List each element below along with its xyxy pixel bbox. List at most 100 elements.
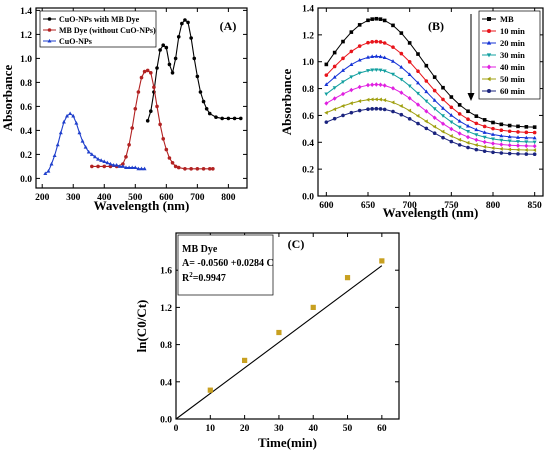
data-point (457, 125, 462, 130)
data-point (77, 130, 82, 135)
series-line (326, 84, 535, 147)
data-point (195, 74, 200, 79)
data-point (466, 109, 470, 114)
data-point (474, 127, 479, 132)
data-point (415, 113, 420, 118)
data-point (370, 54, 375, 59)
data-point (183, 18, 187, 22)
y-tick-label: 1.2 (20, 31, 32, 41)
data-point (310, 304, 316, 310)
data-point (340, 104, 345, 109)
x-axis-title: Wavelength (nm) (94, 198, 190, 213)
data-point (379, 258, 385, 264)
series-0 (324, 16, 537, 129)
data-point (524, 148, 528, 153)
y-tick-label: 1.2 (160, 304, 172, 314)
data-point (407, 41, 412, 45)
data-point (124, 155, 128, 159)
legend-marker (47, 28, 52, 32)
panel-label: (B) (428, 19, 444, 33)
data-point (90, 164, 94, 169)
data-point (465, 140, 470, 145)
y-tick-label: 0.2 (302, 166, 314, 176)
data-point (105, 160, 110, 165)
data-point (374, 39, 379, 44)
data-point (449, 139, 454, 144)
data-point (324, 110, 328, 115)
data-point (407, 108, 412, 113)
legend-entry: 30 min (500, 50, 525, 60)
data-point (416, 80, 420, 85)
plot-frame (175, 232, 400, 420)
y-tick-label: 0.4 (302, 139, 314, 149)
data-point (65, 113, 70, 118)
series-0 (145, 18, 243, 123)
data-point (507, 151, 512, 156)
panel-label: (C) (288, 237, 305, 251)
data-point (378, 54, 383, 59)
series-line (326, 69, 535, 143)
data-point (507, 147, 512, 152)
data-point (374, 68, 379, 72)
data-point (516, 130, 520, 134)
data-point (370, 17, 374, 21)
data-point (491, 126, 495, 131)
data-point (133, 107, 138, 111)
data-point (516, 124, 520, 129)
data-point (324, 101, 329, 106)
data-point (102, 159, 107, 164)
data-point (382, 98, 387, 103)
data-point (46, 169, 51, 173)
data-point (366, 82, 370, 88)
series-2 (324, 54, 537, 140)
data-point (344, 275, 351, 281)
data-point (149, 109, 153, 113)
legend-entry: 50 min (500, 74, 525, 84)
data-point (204, 107, 209, 111)
y-tick-label: 0.8 (160, 341, 172, 351)
annotation-equation: A= -0.0560 +0.0284 C (182, 258, 274, 269)
data-point (382, 83, 387, 88)
data-point (80, 139, 85, 143)
series-2 (43, 111, 147, 176)
legend-entry: 20 min (500, 38, 525, 48)
data-point (120, 164, 125, 168)
data-point (332, 116, 337, 121)
data-point (491, 120, 495, 125)
data-point (466, 134, 470, 140)
x-tick-label: 800 (221, 193, 236, 203)
data-point (449, 120, 454, 125)
data-point (108, 161, 113, 166)
chart-panel-B: 600 650 700 750 800 850 0.0 0.2 0.4 0.6 0.8 1.0 1.2 1… (279, 5, 544, 220)
data-point (238, 116, 243, 121)
legend-marker (486, 40, 492, 45)
data-point (149, 71, 153, 75)
data-point (378, 17, 383, 21)
data-point (399, 77, 404, 82)
data-point (499, 128, 504, 133)
legend-entry: MB Dye (without CuO-NPs) (59, 26, 156, 35)
data-point (432, 115, 437, 120)
y-tick-label: 0.8 (302, 85, 314, 95)
annotation-r2: R2=0.9947 (182, 271, 226, 284)
data-point (449, 113, 454, 117)
data-point (324, 92, 329, 97)
data-point (83, 145, 88, 149)
data-point (68, 111, 73, 116)
legend-marker (486, 64, 492, 70)
data-point (61, 119, 66, 124)
data-point (370, 82, 375, 87)
data-point (183, 167, 187, 171)
data-point (474, 137, 479, 143)
x-axis-title: Time(min) (258, 435, 317, 450)
data-point (440, 129, 445, 134)
data-point (466, 123, 470, 128)
data-point (432, 107, 437, 111)
y-tick-label: 0.8 (20, 79, 32, 89)
data-point (142, 69, 147, 74)
data-point (441, 85, 445, 90)
data-point (176, 35, 181, 39)
data-point (349, 49, 354, 54)
data-point (276, 329, 282, 336)
x-tick-label: 700 (190, 193, 205, 203)
